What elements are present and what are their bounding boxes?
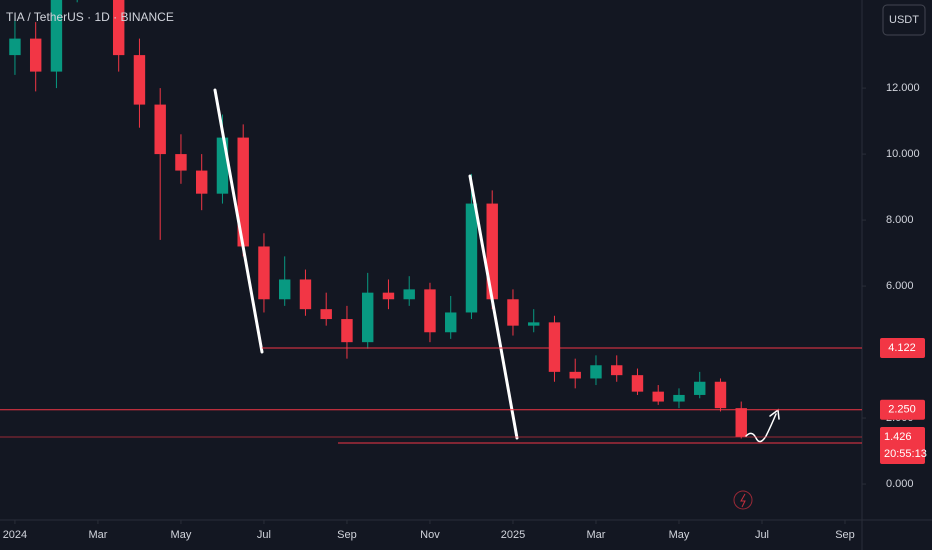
x-tick-label: Jul — [257, 529, 271, 541]
candle-body — [362, 292, 374, 343]
candle-body — [694, 381, 706, 395]
candle-body — [278, 279, 291, 300]
x-tick-label: Jul — [755, 529, 769, 541]
x-tick-label: 2025 — [501, 529, 525, 541]
price-label-box — [880, 338, 925, 359]
projection-arrow — [745, 413, 777, 443]
candle-body — [403, 289, 415, 300]
candle-body — [154, 104, 166, 155]
candle-body — [175, 154, 187, 171]
price-label: 2.250 — [888, 404, 916, 416]
candle-body — [735, 408, 747, 437]
candle-body — [424, 289, 436, 333]
candle-body — [133, 55, 146, 105]
drawings — [213, 88, 780, 443]
candle-body — [216, 137, 229, 194]
candle-body — [50, 0, 63, 72]
candle-body — [29, 38, 42, 72]
candle-body — [569, 371, 581, 379]
candle-body — [528, 322, 540, 326]
candle-body — [195, 170, 208, 194]
candle-body — [548, 322, 561, 372]
candle-body — [237, 137, 249, 247]
last-price-box — [880, 426, 925, 464]
x-tick-label: Sep — [835, 529, 855, 541]
candle-body — [112, 0, 125, 56]
y-tick-label: 12.000 — [886, 82, 920, 94]
event-icon[interactable] — [733, 490, 753, 510]
plot-area — [9, 0, 747, 439]
candle-body — [465, 203, 478, 313]
x-tick-label: Sep — [337, 529, 357, 541]
countdown-label: 20:55:13 — [884, 448, 927, 460]
candle-body — [258, 246, 270, 300]
candle-body — [9, 38, 21, 56]
last-price-label: 1.426 — [884, 431, 912, 443]
candle-body — [631, 375, 644, 392]
candle-body — [714, 381, 727, 409]
candle-body — [507, 299, 519, 326]
candle-body — [611, 365, 623, 376]
x-tick-label: Mar — [88, 529, 107, 541]
x-tick-label: Mar — [586, 529, 605, 541]
y-tick-label: 6.000 — [886, 280, 914, 292]
x-tick-label: May — [669, 529, 690, 541]
candle-body — [486, 203, 498, 300]
x-tick-label: Nov — [420, 529, 440, 541]
candle-body — [320, 309, 332, 320]
candle-body — [673, 394, 685, 402]
event-bolt — [740, 493, 746, 508]
candle-body — [652, 391, 664, 402]
candle-body — [299, 279, 312, 310]
trend-line — [213, 88, 264, 354]
y-tick-label: 8.000 — [886, 214, 914, 226]
y-tick-label: 10.000 — [886, 148, 920, 160]
price-label-box — [880, 399, 925, 420]
trend-line — [468, 174, 519, 440]
currency-label[interactable]: USDT — [889, 14, 919, 26]
x-tick-label: May — [171, 529, 192, 541]
currency-button[interactable] — [882, 4, 926, 36]
candle-body — [382, 292, 395, 300]
x-tick-label: 2024 — [3, 529, 27, 541]
candle-body — [341, 319, 353, 343]
chart-title: TIA / TetherUS · 1D · BINANCE — [6, 10, 174, 24]
candle-body — [445, 312, 457, 333]
y-tick-label: 0.000 — [886, 478, 914, 490]
candle-body — [590, 365, 602, 379]
price-label: 4.122 — [888, 342, 916, 354]
